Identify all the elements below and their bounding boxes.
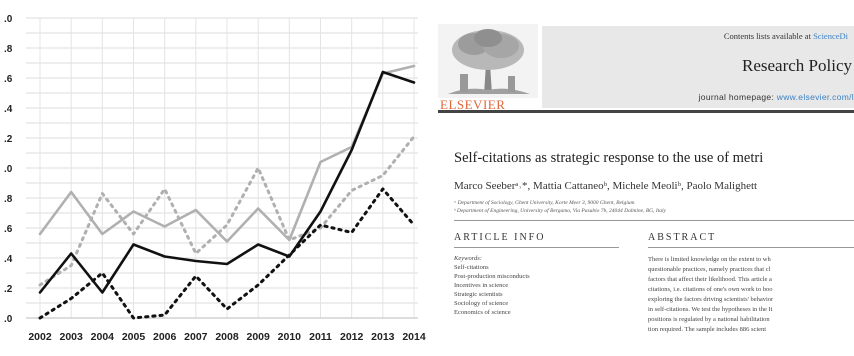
y-tick-label: .8 — [4, 44, 13, 55]
y-tick-label: .2 — [4, 284, 13, 295]
x-tick-label: 2013 — [371, 331, 395, 343]
y-tick-label: .0 — [4, 164, 13, 175]
y-tick-label: .4 — [4, 254, 13, 265]
elsevier-wordmark: ELSEVIER — [440, 97, 506, 112]
abstract-line: factors that affect their likelihood. Th… — [648, 276, 772, 283]
x-tick-label: 2007 — [184, 331, 208, 343]
abstract-line: tion required. The sample includes 886 s… — [648, 326, 767, 333]
x-tick-label: 2010 — [278, 331, 302, 343]
author-list[interactable]: Marco Seeberᵃ˒*, Mattia Cattaneoᵇ, Miche… — [454, 180, 758, 192]
y-tick-label: .6 — [4, 224, 13, 235]
x-tick-label: 2011 — [309, 331, 332, 343]
homepage-link[interactable]: www.elsevier.com/l — [776, 92, 854, 102]
keyword-item: Strategic scientists — [454, 291, 503, 298]
affiliation-b: ᵇ Department of Engineering, University … — [454, 208, 666, 214]
abstract-line: positions is regulated by a national hab… — [648, 316, 770, 323]
y-tick-label: .8 — [4, 194, 13, 205]
homepage-prefix: journal homepage: — [698, 92, 777, 102]
y-tick-label: .2 — [4, 134, 13, 145]
article-title: Self-citations as strategic response to … — [454, 150, 764, 166]
abstract-text: There is limited knowledge on the extent… — [648, 255, 773, 335]
x-tick-label: 2009 — [246, 331, 270, 343]
x-tick-label: 2002 — [28, 331, 52, 343]
paper-first-page: ELSEVIER Contents lists available at Sci… — [438, 0, 854, 356]
elsevier-tree-icon — [438, 24, 538, 98]
sciencedirect-link[interactable]: ScienceDi — [813, 31, 848, 41]
abstract-rule — [648, 247, 854, 248]
journal-banner: Contents lists available at ScienceDi Re… — [542, 26, 854, 108]
keyword-item: Economics of science — [454, 309, 511, 316]
y-tick-label: .0 — [4, 314, 13, 325]
homepage-line: journal homepage: www.elsevier.com/l — [542, 92, 854, 102]
article-info-rule — [454, 247, 619, 248]
keyword-item: Post-production misconducts — [454, 273, 530, 280]
journal-title: Research Policy — [742, 56, 852, 75]
keyword-item: Self-citations — [454, 264, 489, 271]
x-tick-label: 2008 — [215, 331, 239, 343]
y-tick-label: .6 — [4, 74, 13, 85]
series-line-dotted-black — [38, 187, 416, 320]
abstract-line: in self-citations. We test the hypothese… — [648, 306, 773, 313]
abstract-line: citations, i.e. citations of one's own w… — [648, 286, 773, 293]
abstract-line: There is limited knowledge on the extent… — [648, 256, 771, 263]
abstract-heading: ABSTRACT — [648, 232, 717, 243]
y-tick-label: .0 — [4, 14, 13, 25]
x-tick-label: 2004 — [91, 331, 115, 343]
contents-line: Contents lists available at ScienceDi — [542, 31, 848, 41]
keyword-item: Incentives in science — [454, 282, 509, 289]
x-tick-label: 2005 — [122, 331, 146, 343]
affiliation-a: ᵃ Department of Sociology, Ghent Univers… — [454, 200, 635, 206]
contents-prefix: Contents lists available at — [723, 31, 814, 41]
line-chart: .0 .2 .4 .6 .8 .0 .2 .4 .6 .8 .0 2002 2003 2004 2005 20… — [4, 14, 426, 343]
elsevier-logo: ELSEVIER — [438, 24, 538, 112]
series-line-dotted-gray — [38, 135, 416, 287]
chart-svg: .0 .2 .4 .6 .8 .0 .2 .4 .6 .8 .0 2002 2003 2004 2005 20… — [4, 14, 426, 343]
journal-header: ELSEVIER Contents lists available at Sci… — [438, 18, 854, 113]
keyword-item: Sociology of science — [454, 300, 509, 307]
x-tick-label: 2003 — [59, 331, 83, 343]
y-tick-label: .4 — [4, 104, 13, 115]
abstract-line: questionable practices, namely practices… — [648, 266, 771, 273]
x-tick-label: 2012 — [340, 331, 364, 343]
article-info-heading: ARTICLE INFO — [454, 232, 546, 243]
keywords-label: Keywords: — [454, 255, 482, 262]
series-line-solid-black — [38, 70, 416, 294]
x-tick-label: 2014 — [402, 331, 426, 343]
keywords-list: Self-citations Post-production misconduc… — [454, 263, 530, 317]
section-divider — [454, 220, 854, 221]
x-tick-label: 2006 — [153, 331, 177, 343]
abstract-line: exploring the factors driving scientists… — [648, 296, 774, 303]
